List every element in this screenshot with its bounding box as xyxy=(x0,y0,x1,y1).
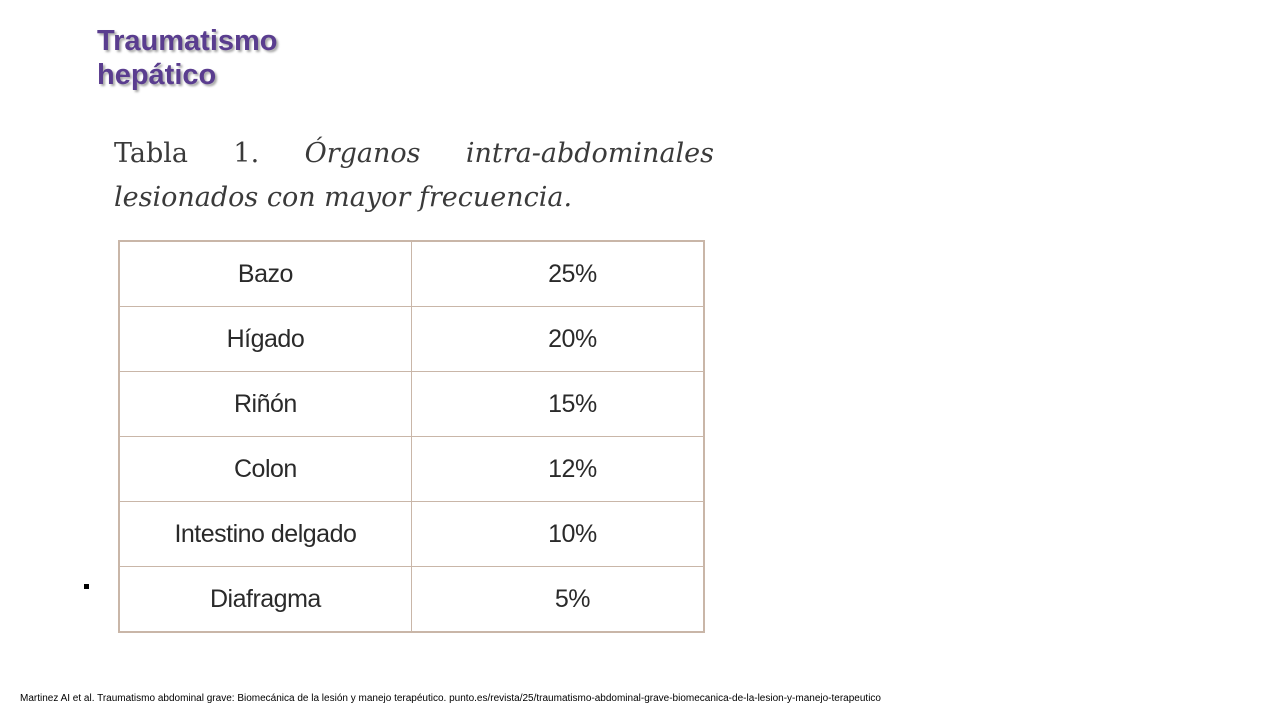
percent-cell: 12% xyxy=(410,436,705,502)
percent-cell: 5% xyxy=(410,566,705,633)
table-caption-lead: Tabla 1. xyxy=(114,138,305,169)
slide-title-line1: Traumatismo xyxy=(97,25,278,57)
slide-title-line2: hepático xyxy=(97,59,217,91)
table-caption: Tabla 1. Órganos intra-abdominales lesio… xyxy=(114,132,714,220)
citation-text: Martinez AI et al. Traumatismo abdominal… xyxy=(20,693,881,704)
organ-cell: Riñón xyxy=(118,371,412,437)
percent-cell: 20% xyxy=(410,306,705,372)
organ-cell: Hígado xyxy=(118,306,412,372)
bullet-marker xyxy=(84,584,89,589)
percent-cell: 10% xyxy=(410,501,705,567)
table-row: Bazo 25% xyxy=(118,240,705,307)
organ-cell: Diafragma xyxy=(118,566,412,633)
table-row: Intestino delgado 10% xyxy=(118,501,705,567)
table-caption-text: Órganos intra-abdominales lesionados con… xyxy=(114,138,715,213)
table-row: Riñón 15% xyxy=(118,371,705,437)
percent-cell: 15% xyxy=(410,371,705,437)
table-row: Colon 12% xyxy=(118,436,705,502)
slide-title: Traumatismo hepático xyxy=(97,24,278,92)
organ-cell: Bazo xyxy=(118,240,412,307)
percent-cell: 25% xyxy=(410,240,705,307)
table-row: Hígado 20% xyxy=(118,306,705,372)
organ-cell: Intestino delgado xyxy=(118,501,412,567)
table-row: Diafragma 5% xyxy=(118,566,705,633)
organ-frequency-table: Bazo 25% Hígado 20% Riñón 15% Colon 12% … xyxy=(118,240,705,633)
organ-cell: Colon xyxy=(118,436,412,502)
